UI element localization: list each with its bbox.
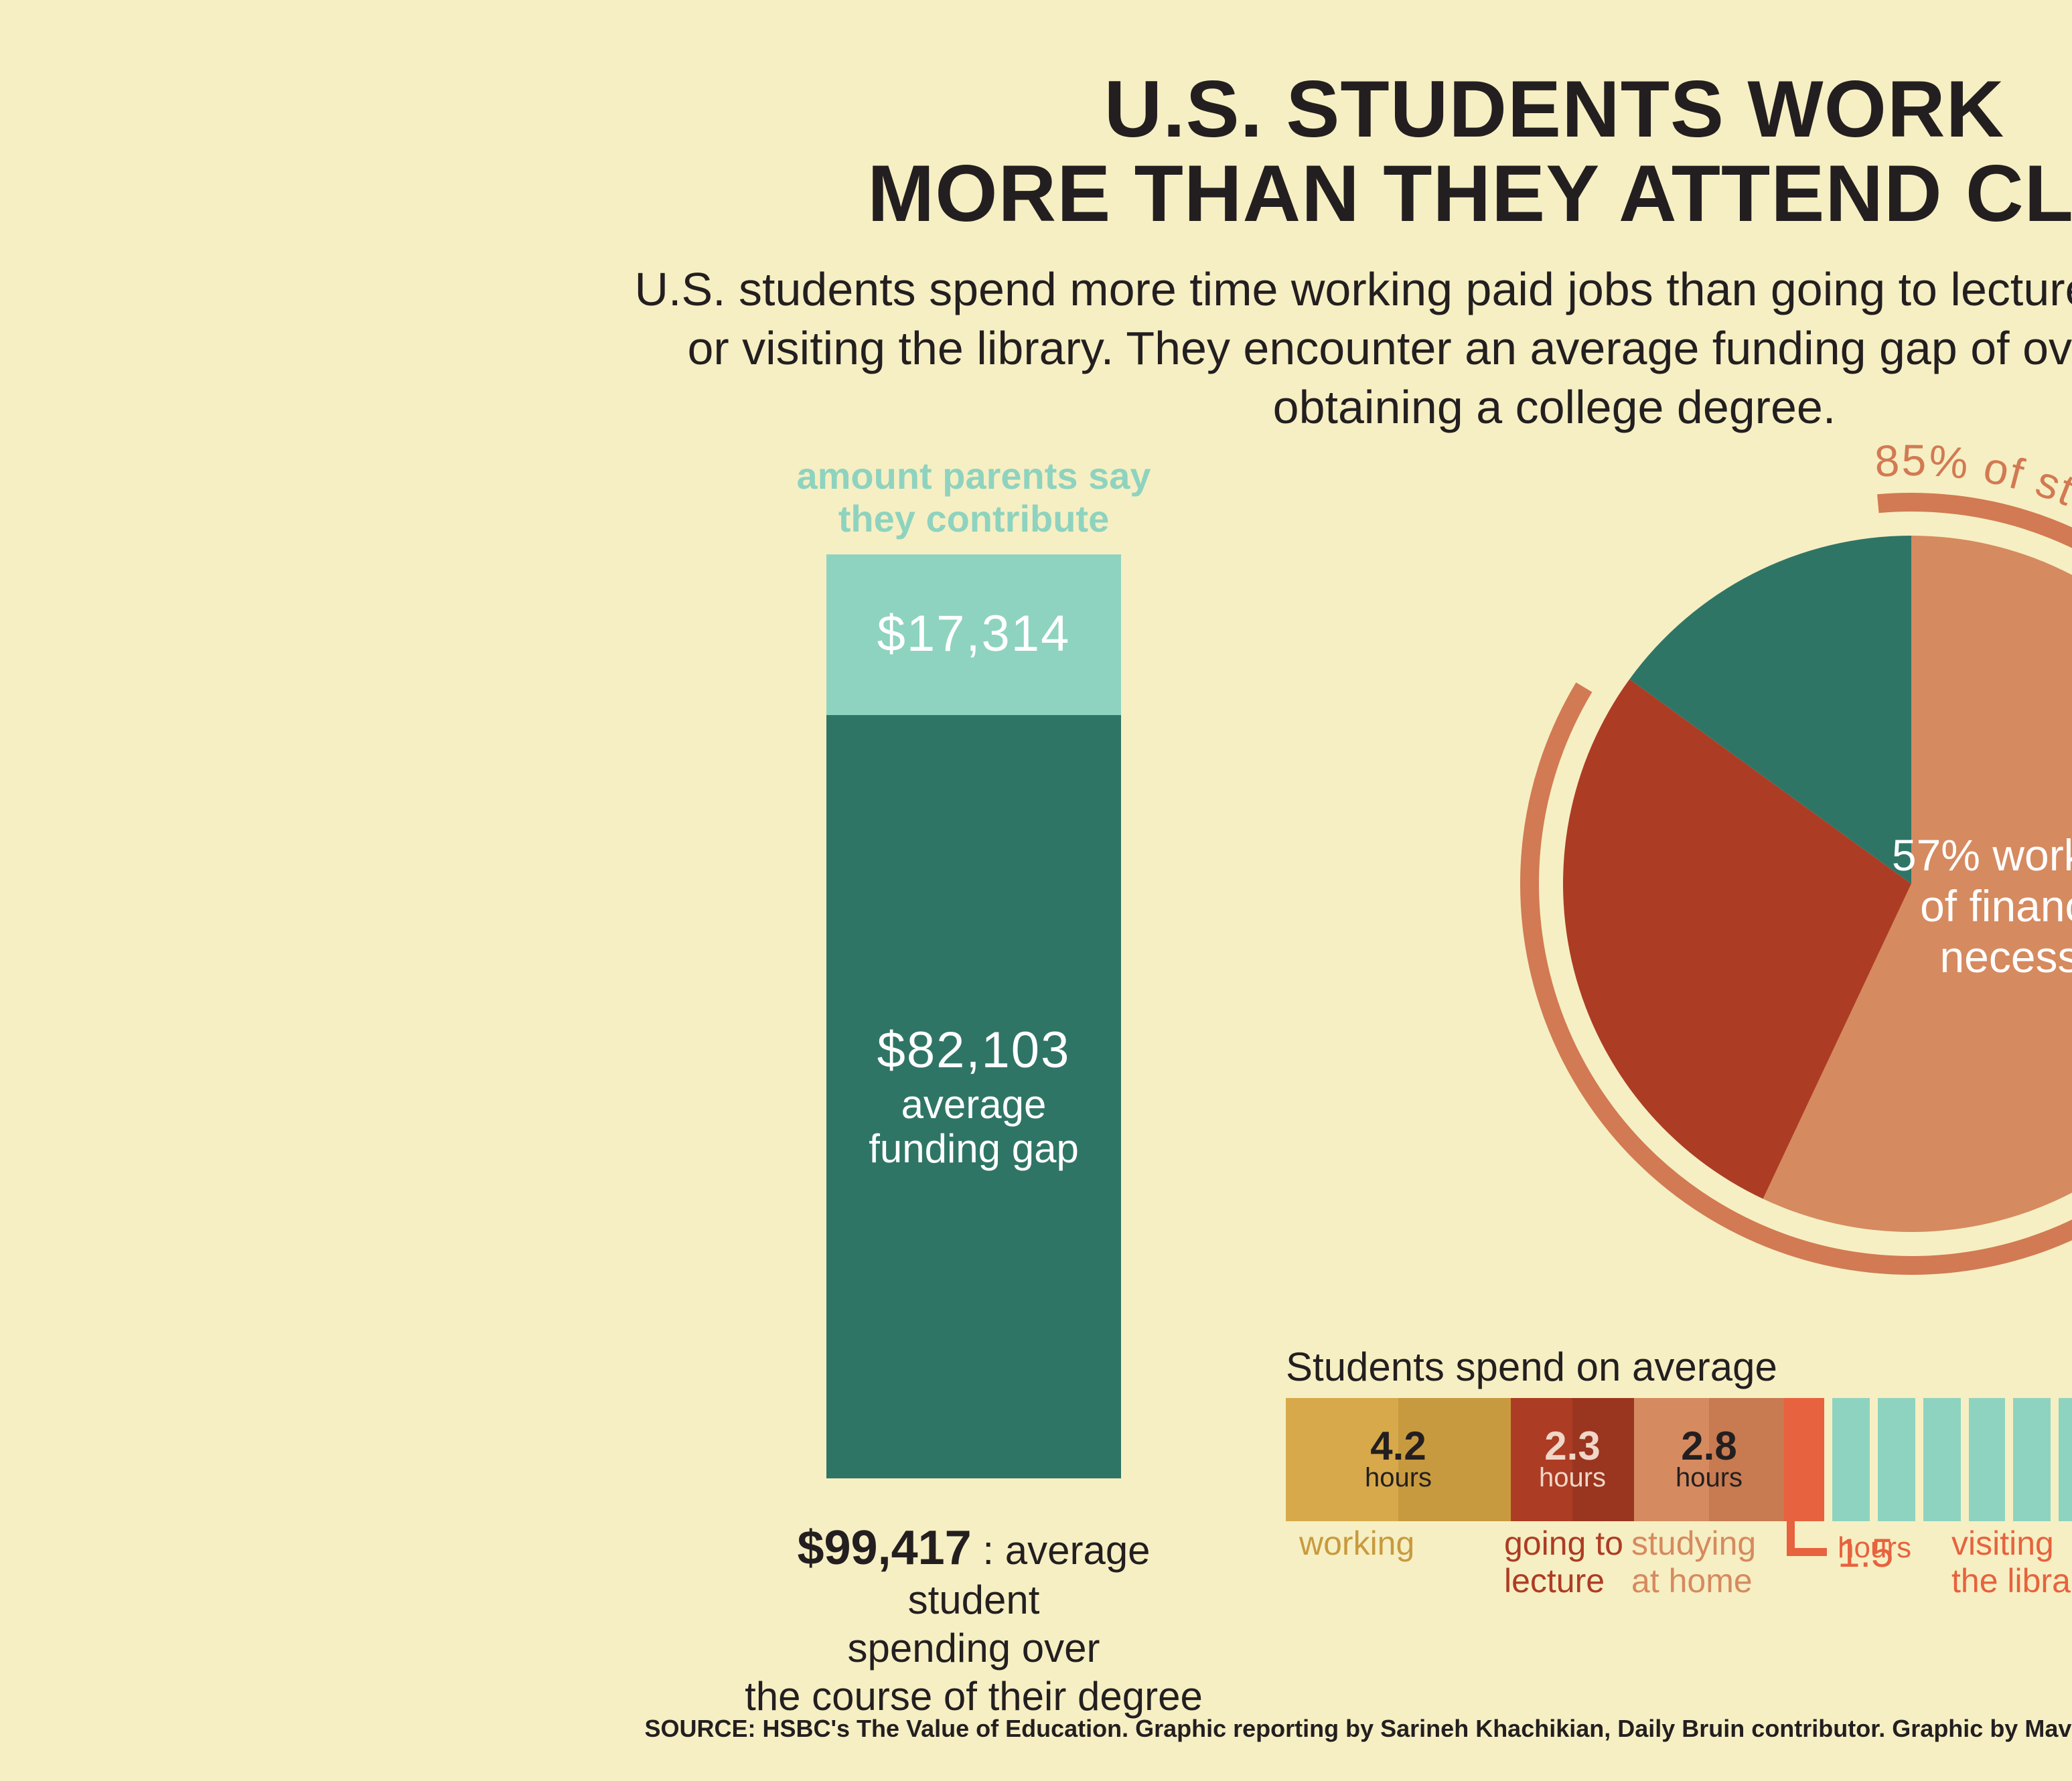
pie-center-l3: necessity — [1939, 932, 2072, 982]
time-title: Students spend on average — [1286, 1346, 2072, 1391]
time-labels: working going tolecturestudyingat home vis… — [1286, 1521, 2072, 1628]
headline-line1: U.S. STUDENTS WORK — [518, 67, 2072, 151]
infographic-canvas: U.S. STUDENTS WORK MORE THAN THEY ATTEND… — [518, 0, 2072, 1781]
pie-svg: 85% of students work while enrolled in c… — [1456, 442, 2072, 1326]
bar-seg-funding_gap-value: $82,103 — [877, 1023, 1070, 1081]
time-label-study: studyingat home — [1631, 1527, 1756, 1600]
time-seg-library — [1784, 1398, 1824, 1521]
time-library-bracket — [1787, 1521, 1827, 1556]
bar-seg-funding_gap-label: averagefunding gap — [869, 1083, 1079, 1172]
time-stripe — [1968, 1398, 2006, 1521]
bar-seg-funding_gap: $82,103averagefunding gap — [826, 716, 1121, 1479]
funding-bar-chart: amount parents say they contribute $17,3… — [726, 455, 1222, 1721]
bar-total-value: $99,417 — [797, 1521, 971, 1575]
time-stripe — [1877, 1398, 1915, 1521]
time-label-working: working — [1299, 1527, 1414, 1563]
bar-top-caption: amount parents say they contribute — [726, 455, 1222, 542]
headline: U.S. STUDENTS WORK MORE THAN THEY ATTEND… — [518, 67, 2072, 236]
pie-center-l1: 57% work out — [1891, 830, 2072, 880]
bar-stack: $17,314 $82,103averagefunding gap — [826, 555, 1121, 1479]
source-line: SOURCE: HSBC's The Value of Education. G… — [518, 1715, 2072, 1744]
time-bar: 4.2hours2.3hours2.8hours — [1286, 1398, 2072, 1521]
pie-center-l2: of financial — [1920, 881, 2072, 931]
bar-total-caption: $99,417 : average student spending over … — [726, 1519, 1222, 1721]
time-label-library-text: visitingthe library — [1951, 1527, 2072, 1600]
time-stripe — [1923, 1398, 1960, 1521]
time-seg-study: 2.8hours — [1634, 1398, 1784, 1521]
time-stripe — [2013, 1398, 2051, 1521]
bar-total-l2: spending over — [847, 1626, 1100, 1671]
bar-seg-parents_contribute: $17,314 — [826, 555, 1121, 716]
bar-top-caption-l1: amount parents say — [796, 455, 1151, 497]
time-label-lecture: going tolecture — [1504, 1527, 1623, 1600]
bar-top-caption-l2: they contribute — [838, 498, 1108, 540]
pie-chart: 85% of students work while enrolled in c… — [1456, 442, 2072, 1272]
time-stripe — [2059, 1398, 2072, 1521]
time-seg-lecture: 2.3hours — [1511, 1398, 1634, 1521]
time-seg-working: 4.2hours — [1286, 1398, 1511, 1521]
headline-line2: MORE THAN THEY ATTEND CLASS — [518, 151, 2072, 236]
subheadline: U.S. students spend more time working pa… — [625, 261, 2072, 437]
bar-seg-parents_contribute-value: $17,314 — [877, 607, 1070, 664]
time-stripes — [1832, 1398, 2072, 1521]
bar-total-l3: the course of their degree — [745, 1675, 1203, 1719]
time-spent-chart: Students spend on average 4.2hours2.3hou… — [1286, 1346, 2072, 1628]
time-stripe — [1832, 1398, 1870, 1521]
